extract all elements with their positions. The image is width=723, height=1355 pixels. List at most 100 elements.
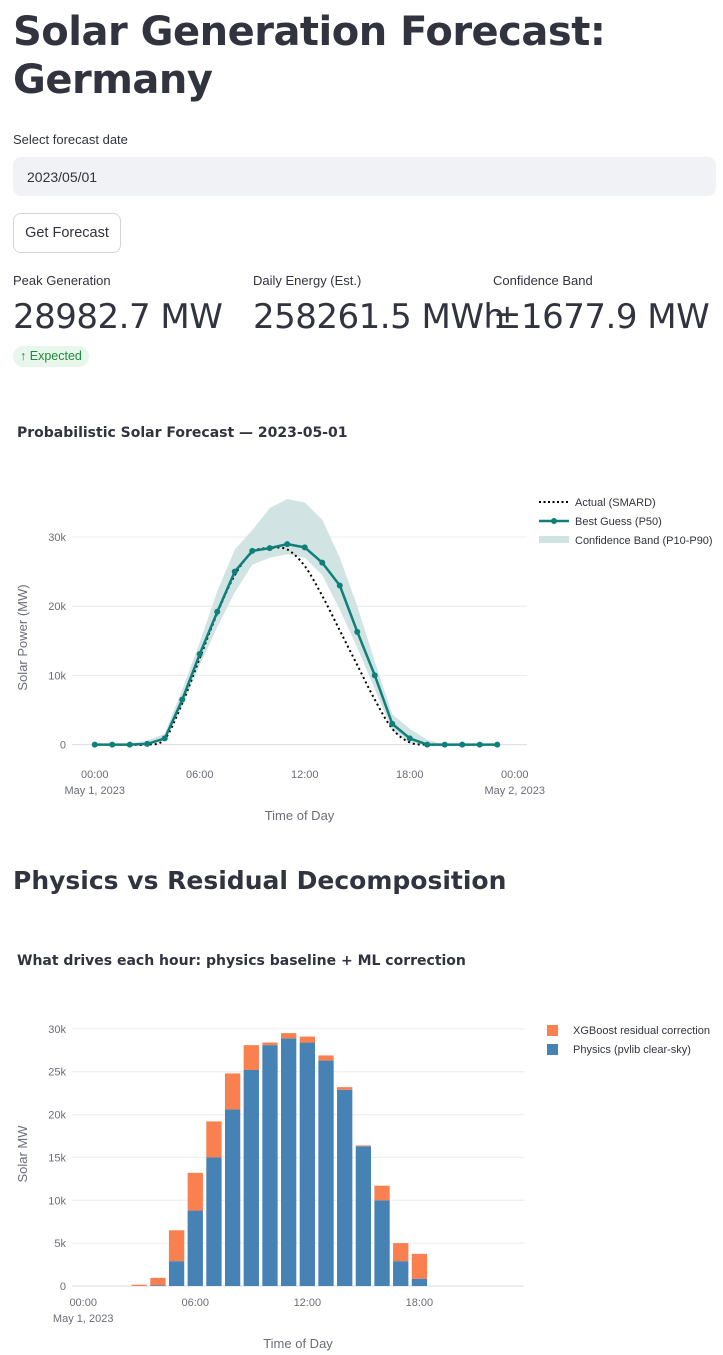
x-tick-sublabel: May 1, 2023 (53, 1313, 114, 1325)
y-tick-label: 25k (48, 1067, 66, 1079)
section-title: Physics vs Residual Decomposition (13, 866, 507, 895)
x-tick-sublabel: May 2, 2023 (484, 785, 545, 797)
physics-bar (187, 1210, 203, 1286)
x-tick-label: 00:00 (81, 769, 109, 781)
p50-point (231, 568, 238, 575)
legend-band-swatch (539, 536, 569, 543)
legend-residual-label: XGBoost residual correction (573, 1025, 710, 1037)
residual-bar (262, 1042, 278, 1046)
p50-point (284, 541, 291, 548)
y-tick-label: 20k (48, 1110, 66, 1122)
residual-bar (393, 1243, 409, 1262)
x-axis-title: Time of Day (263, 1336, 333, 1351)
confidence-band-area (94, 499, 498, 745)
forecast-chart: 0 10k 20k 30k 00:00 May 1, 2023 06:00 12:00 18:0… (15, 497, 713, 823)
confidence-band-value: ±1677.9 MW (493, 297, 710, 337)
daily-energy-label: Daily Energy (Est.) (253, 273, 362, 288)
legend-physics-swatch (547, 1044, 558, 1055)
physics-bar (393, 1261, 409, 1286)
physics-bar (337, 1089, 353, 1286)
residual-bar (206, 1121, 222, 1158)
y-axis-title: Solar MW (15, 1125, 30, 1183)
p50-series-line (94, 542, 498, 746)
y-tick-label: 30k (48, 532, 66, 544)
physics-bar (318, 1060, 334, 1286)
forecast-chart-title: Probabilistic Solar Forecast — 2023-05-0… (17, 425, 348, 441)
page-title: Solar Generation Forecast: Germany (13, 9, 606, 103)
x-tick-label: 00:00 (69, 1297, 97, 1309)
residual-bar (150, 1277, 166, 1286)
p50-point (266, 545, 273, 552)
p50-point (406, 735, 413, 742)
y-tick-label: 20k (48, 601, 66, 613)
x-tick-label: 06:00 (186, 769, 214, 781)
p50-point (424, 741, 431, 748)
p50-point (161, 735, 168, 742)
p50-point (126, 741, 133, 748)
p50-point (144, 740, 151, 747)
y-tick-label: 0 (60, 1281, 66, 1293)
residual-bar (224, 1073, 241, 1110)
p50-point (319, 559, 326, 566)
p50-point (441, 741, 448, 748)
legend-actual-label: Actual (SMARD) (575, 497, 656, 509)
residual-bar (337, 1087, 353, 1090)
daily-energy-value: 258261.5 MWh (253, 297, 505, 337)
p50-point (476, 741, 483, 748)
actual-series-line (94, 546, 498, 746)
residual-bar (187, 1172, 203, 1211)
x-tick-label: 12:00 (291, 769, 319, 781)
y-tick-label: 10k (48, 670, 66, 682)
x-tick-label: 18:00 (396, 769, 424, 781)
forecast-date-input[interactable] (13, 157, 716, 196)
p50-point (494, 741, 501, 748)
physics-bar (262, 1045, 278, 1286)
residual-bar (355, 1145, 372, 1147)
y-tick-label: 30k (48, 1024, 66, 1036)
p50-point (249, 547, 256, 554)
p50-point (196, 650, 203, 657)
x-tick-label: 18:00 (406, 1297, 434, 1309)
physics-bar (243, 1070, 259, 1286)
get-forecast-button[interactable]: Get Forecast (13, 213, 121, 253)
residual-bar (318, 1055, 334, 1061)
x-tick-label: 12:00 (294, 1297, 322, 1309)
legend-p50-marker (551, 518, 557, 524)
y-tick-label: 15k (48, 1152, 66, 1164)
y-tick-label: 5k (54, 1238, 66, 1250)
p50-point (459, 741, 466, 748)
y-tick-label: 10k (48, 1195, 66, 1207)
decomposition-chart: 0 5k 10k 15k 20k 25k 30k 00:00 May 1, 2023 06:00 1… (15, 1024, 710, 1351)
delta-badge: ↑ Expected (13, 346, 89, 367)
residual-bar (168, 1230, 185, 1262)
decomposition-chart-title: What drives each hour: physics baseline … (17, 953, 466, 969)
y-axis-title: Solar Power (MW) (15, 584, 30, 690)
date-input-label: Select forecast date (13, 132, 128, 147)
physics-bar (150, 1285, 166, 1286)
p50-point (301, 544, 308, 551)
p50-point (336, 582, 343, 589)
residual-bar (411, 1253, 428, 1279)
p50-point (91, 741, 98, 748)
physics-bar (206, 1157, 222, 1286)
physics-bar (281, 1038, 297, 1286)
peak-generation-label: Peak Generation (13, 273, 111, 288)
residual-bar (131, 1284, 147, 1286)
legend-residual-swatch (547, 1025, 558, 1036)
residual-bar (243, 1045, 259, 1070)
confidence-band-label: Confidence Band (493, 273, 593, 288)
p50-point (179, 696, 186, 703)
delta-text: Expected (29, 349, 82, 363)
legend-physics-label: Physics (pvlib clear-sky) (573, 1044, 691, 1056)
physics-bar (411, 1278, 428, 1286)
residual-bar (281, 1033, 297, 1039)
physics-bar (299, 1042, 315, 1286)
p50-point (354, 628, 361, 635)
p50-point (371, 672, 378, 679)
peak-generation-value: 28982.7 MW (13, 297, 223, 337)
x-tick-label: 00:00 (501, 769, 529, 781)
physics-bar (224, 1109, 241, 1286)
residual-bar (299, 1036, 315, 1043)
arrow-up-icon: ↑ (20, 349, 27, 363)
x-axis-title: Time of Day (265, 808, 335, 823)
